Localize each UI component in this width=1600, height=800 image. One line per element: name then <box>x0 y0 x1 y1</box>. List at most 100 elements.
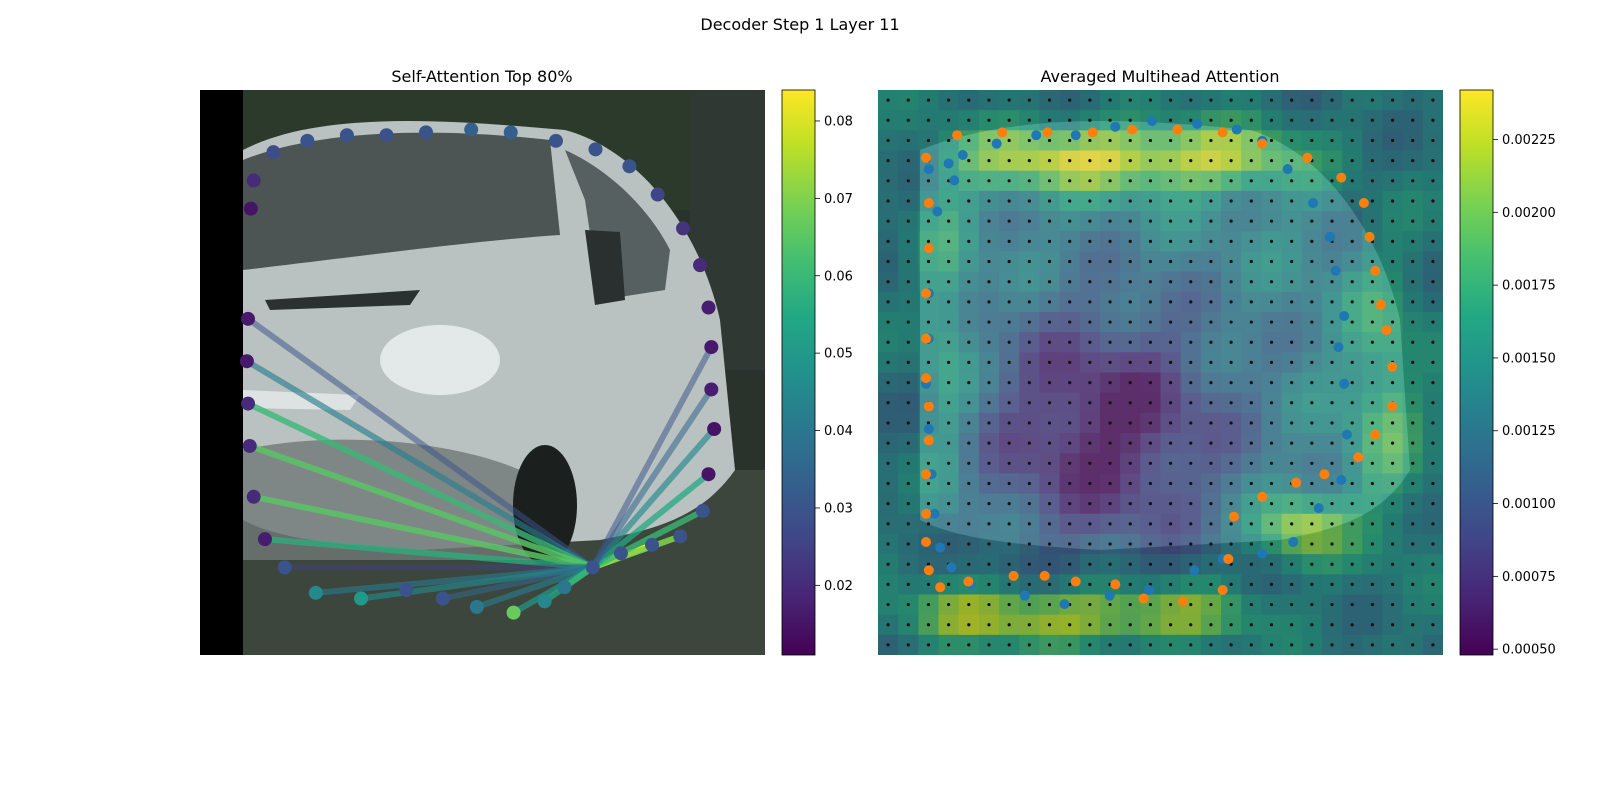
grid-dot <box>1249 623 1253 627</box>
grid-dot <box>926 219 931 223</box>
grid-dot <box>1007 502 1011 506</box>
grid-dot <box>906 643 910 647</box>
polygon-vertex <box>435 591 450 606</box>
grid-dot <box>1370 623 1374 627</box>
blue-point <box>1325 231 1335 242</box>
grid-dot <box>1229 280 1233 284</box>
grid-dot <box>1189 300 1193 304</box>
grid-dot <box>1390 239 1395 243</box>
grid-dot <box>1370 643 1374 647</box>
grid-dot <box>1189 179 1193 183</box>
grid-dot <box>967 219 971 223</box>
grid-dot <box>1168 320 1173 324</box>
grid-dot <box>1047 239 1052 243</box>
grid-dot <box>1249 380 1253 385</box>
grid-dot <box>1027 522 1031 526</box>
grid-dot <box>1088 138 1092 143</box>
grid-dot <box>1047 138 1052 143</box>
grid-dot <box>1209 481 1213 486</box>
grid-dot <box>906 340 910 344</box>
orange-point <box>1223 553 1234 564</box>
grid-dot <box>1249 582 1253 586</box>
grid-dot <box>1249 259 1253 264</box>
orange-point <box>997 127 1008 138</box>
grid-dot <box>1290 602 1294 607</box>
grid-dot <box>1068 502 1072 506</box>
grid-dot <box>1350 441 1354 445</box>
blue-point <box>949 175 960 186</box>
grid-dot <box>1148 623 1153 627</box>
grid-dot <box>1431 461 1435 465</box>
grid-dot <box>1290 582 1294 586</box>
grid-dot <box>1431 623 1435 627</box>
grid-dot <box>1310 98 1314 102</box>
orange-point <box>923 198 934 208</box>
grid-dot <box>1269 280 1274 284</box>
grid-dot <box>1290 239 1294 243</box>
grid-dot <box>1370 118 1374 122</box>
grid-dot <box>1209 138 1213 143</box>
polygon-vertex <box>707 422 722 436</box>
grid-dot <box>1027 643 1031 647</box>
grid-dot <box>1370 380 1374 385</box>
grid-dot <box>1168 280 1173 284</box>
grid-dot <box>1088 441 1092 445</box>
polygon-vertex <box>557 580 572 595</box>
blue-point <box>932 206 943 217</box>
grid-dot <box>1168 623 1173 627</box>
grid-dot <box>1290 441 1294 445</box>
grid-dot <box>967 421 971 425</box>
grid-dot <box>947 138 951 143</box>
grid-dot <box>1431 421 1435 425</box>
grid-dot <box>1189 380 1193 385</box>
grid-dot <box>906 380 910 385</box>
grid-dot <box>1330 522 1334 526</box>
grid-dot <box>1269 300 1274 304</box>
grid-dot <box>987 602 991 607</box>
grid-dot <box>947 542 951 546</box>
grid-dot <box>1209 300 1213 304</box>
grid-dot <box>1108 219 1112 223</box>
grid-dot <box>1269 340 1274 344</box>
grid-dot <box>1088 118 1092 122</box>
blue-point <box>1313 503 1324 514</box>
grid-dot <box>1370 300 1374 304</box>
grid-dot <box>886 259 890 264</box>
grid-dot <box>1249 502 1253 506</box>
grid-dot <box>886 219 890 223</box>
colorbar-tick-label: 0.06 <box>824 269 853 284</box>
grid-dot <box>1229 441 1233 445</box>
grid-dot <box>1168 159 1173 163</box>
grid-dot <box>1189 340 1193 344</box>
grid-dot <box>1168 401 1173 405</box>
grid-dot <box>967 562 971 566</box>
grid-dot <box>886 320 890 324</box>
grid-dot <box>1411 502 1415 506</box>
grid-dot <box>1047 542 1052 546</box>
grid-dot <box>1229 461 1233 465</box>
grid-dot <box>987 360 991 365</box>
grid-dot <box>1108 159 1112 163</box>
grid-dot <box>1290 280 1294 284</box>
grid-dot <box>1168 542 1173 546</box>
grid-dot <box>1088 623 1092 627</box>
grid-dot <box>1330 320 1334 324</box>
grid-dot <box>967 138 971 143</box>
grid-dot <box>1088 542 1092 546</box>
grid-dot <box>1047 219 1052 223</box>
right-colorbar: 0.00050 0.00075 0.00100 0.00125 0.00150 0.001… <box>1459 89 1556 658</box>
grid-dot <box>1431 582 1435 586</box>
grid-dot <box>1068 441 1072 445</box>
orange-point <box>1257 138 1268 149</box>
grid-dot <box>1209 360 1213 365</box>
grid-dot <box>926 280 931 284</box>
grid-dot <box>1027 159 1031 163</box>
grid-dot <box>1027 219 1031 223</box>
grid-dot <box>1330 259 1334 264</box>
grid-dot <box>1209 380 1213 385</box>
grid-dot <box>1128 461 1132 465</box>
grid-dot <box>987 502 991 506</box>
grid-dot <box>1370 199 1374 203</box>
grid-dot <box>1411 643 1415 647</box>
